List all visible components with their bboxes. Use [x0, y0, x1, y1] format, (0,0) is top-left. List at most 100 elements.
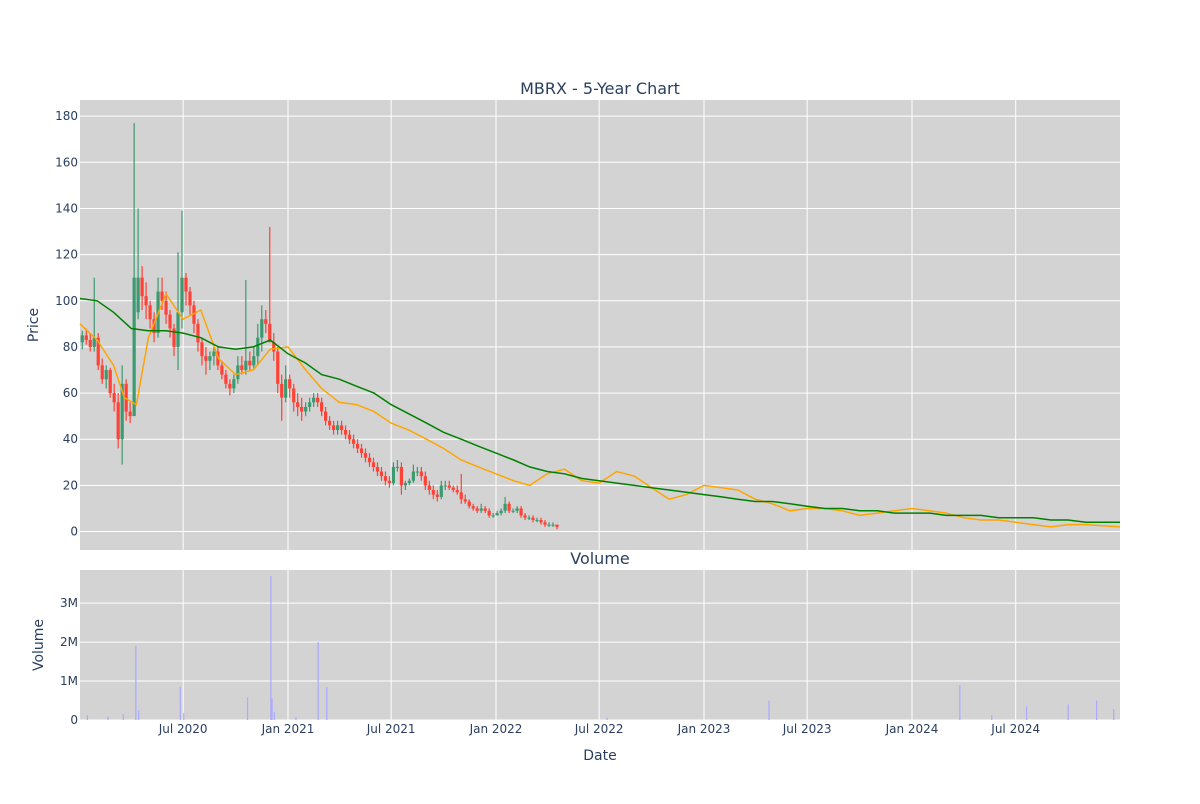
candle-body — [304, 406, 308, 412]
date-x-tick-labels: Jul 2020 Jan 2021 Jul 2021 Jan 2022 Jul 2022… — [158, 722, 1040, 736]
volume-bar — [326, 686, 328, 720]
price-y-axis-title: Price — [26, 308, 42, 342]
candle-body — [292, 388, 296, 403]
candle-body — [335, 425, 340, 430]
candle-body — [224, 374, 228, 384]
candle-body — [507, 503, 511, 511]
volume-bar — [138, 710, 140, 720]
candle-body — [80, 335, 84, 343]
volume-y-tick-label: 3M — [60, 596, 78, 610]
candle-body — [539, 520, 543, 523]
x-tick-label: Jul 2023 — [782, 722, 832, 736]
candle-body — [236, 365, 240, 380]
candle-body — [264, 319, 268, 324]
candle-body — [451, 487, 455, 490]
x-tick-label: Jan 2022 — [469, 722, 523, 736]
candle-body — [363, 453, 368, 458]
candle-body — [371, 462, 376, 467]
candle-body — [407, 480, 411, 484]
volume-bar — [1067, 704, 1069, 720]
price-y-tick-label: 160 — [55, 155, 78, 169]
volume-bar — [295, 716, 297, 720]
candle-body — [260, 319, 264, 338]
candle-body — [423, 476, 427, 486]
candle-body — [296, 402, 300, 407]
price-candlesticks — [80, 123, 559, 530]
short-moving-average-line — [79, 292, 1121, 528]
candle-body — [132, 277, 136, 417]
price-moving-averages — [79, 292, 1121, 528]
candle-body — [459, 492, 463, 500]
candle-body — [148, 305, 152, 320]
price-gridlines — [80, 100, 1120, 550]
candle-body — [419, 471, 423, 477]
candle-body — [228, 383, 232, 389]
candle-body — [96, 337, 100, 366]
price-y-tick-label: 40 — [63, 432, 78, 446]
volume-bar — [246, 697, 249, 720]
x-tick-label: Jul 2021 — [366, 722, 416, 736]
candle-body — [387, 480, 392, 484]
volume-bar — [991, 715, 993, 720]
volume-bar — [606, 717, 608, 720]
price-y-tick-label: 140 — [55, 201, 78, 215]
candle-body — [184, 277, 188, 292]
candle-body — [471, 506, 475, 509]
price-y-tick-label: 180 — [55, 109, 78, 123]
candle-body — [180, 277, 184, 313]
candle-body — [240, 365, 244, 370]
volume-gridlines — [80, 570, 1120, 721]
candle-body — [112, 393, 116, 403]
candle-body — [455, 490, 459, 493]
candle-body — [515, 508, 519, 511]
candle-body — [268, 323, 272, 343]
candle-body — [367, 457, 372, 463]
candle-body — [343, 430, 348, 435]
volume-bar — [1025, 706, 1028, 720]
volume-bar — [1113, 709, 1115, 720]
candle-body — [248, 360, 252, 366]
candle-body — [192, 305, 196, 324]
candle-body — [288, 379, 292, 389]
candle-body — [220, 365, 224, 375]
volume-bar — [271, 698, 273, 720]
candle-body — [359, 448, 364, 454]
candle-body — [88, 340, 92, 347]
candle-body — [104, 370, 108, 380]
candle-body — [136, 277, 140, 313]
candle-body — [411, 471, 415, 481]
volume-bar — [107, 716, 109, 720]
candle-body — [324, 411, 328, 421]
candle-body — [256, 337, 260, 357]
volume-y-axis-title: Volume — [31, 619, 47, 671]
candle-body — [252, 356, 256, 366]
candle-body — [375, 466, 380, 472]
candle-body — [547, 524, 551, 526]
volume-bar — [768, 700, 770, 720]
candle-body — [527, 517, 531, 519]
candle-body — [308, 402, 312, 407]
candle-body — [172, 328, 176, 347]
long-moving-average-line — [79, 297, 1120, 524]
candle-body — [395, 466, 400, 468]
candle-body — [443, 485, 447, 487]
volume-bar — [122, 714, 124, 720]
candle-body — [439, 485, 443, 497]
candle-body — [339, 425, 344, 430]
candle-body — [355, 443, 360, 449]
candle-body — [232, 379, 236, 389]
volume-bar — [1096, 700, 1098, 720]
candle-body — [128, 411, 132, 417]
candle-body — [168, 314, 172, 329]
price-y-tick-label: 120 — [55, 248, 78, 262]
candle-body — [120, 383, 124, 440]
x-tick-label: Jul 2024 — [990, 722, 1040, 736]
volume-bar — [317, 642, 319, 720]
candle-body — [495, 513, 499, 516]
volume-bar — [135, 645, 137, 720]
candle-body — [108, 370, 112, 394]
x-tick-label: Jul 2020 — [158, 722, 208, 736]
candle-body — [272, 342, 276, 352]
candle-body — [328, 420, 332, 426]
